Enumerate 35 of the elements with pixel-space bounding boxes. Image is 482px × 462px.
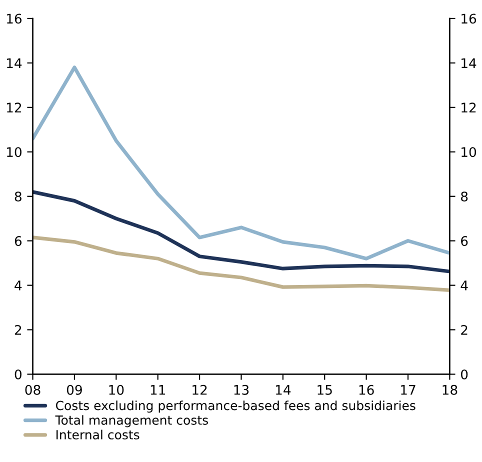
- line-series: [32, 66, 450, 260]
- x-tick-label: 15: [318, 385, 332, 395]
- legend-label: Total management costs: [55, 415, 208, 428]
- y2-tick-label: 0: [460, 369, 468, 380]
- y2-tick-label: 12: [462, 102, 476, 112]
- y2-tick-label: 10: [462, 147, 476, 158]
- x-tick-label: 13: [234, 384, 249, 395]
- y-tick-label: 16: [7, 14, 22, 24]
- x-tick-label: 16: [359, 384, 374, 395]
- legend-label: Costs excluding performance-based fees and subsidiaries: [56, 400, 416, 413]
- y2-tick-label: 2: [461, 324, 468, 335]
- x-tick-label: 10: [109, 384, 124, 395]
- y-tick-label: 4: [14, 280, 22, 290]
- y2-tick-label: 8: [461, 192, 468, 202]
- line-series: [32, 236, 450, 292]
- y2-tick-label: 14: [462, 58, 476, 68]
- y-tick-label: 10: [7, 147, 22, 158]
- y-tick-label: 14: [7, 58, 22, 68]
- x-tick-label: 18: [442, 384, 458, 395]
- y-tick-label: 2: [14, 324, 22, 335]
- x-tick-label: 09: [66, 384, 82, 395]
- x-tick-label: 11: [150, 385, 166, 395]
- legend-label: Internal costs: [56, 430, 140, 440]
- line-series: [32, 190, 450, 274]
- y-tick-label: 12: [7, 102, 22, 112]
- y-tick-label: 8: [14, 192, 22, 202]
- y2-tick-label: 6: [461, 236, 468, 246]
- x-tick-label: 08: [25, 384, 40, 395]
- y-tick-label: 0: [14, 369, 22, 380]
- y2-tick-label: 4: [460, 280, 468, 290]
- y-tick-label: 6: [14, 236, 22, 246]
- x-tick-label: 17: [401, 385, 416, 395]
- y2-tick-label: 16: [462, 14, 476, 24]
- x-tick-label: 14: [276, 385, 291, 395]
- x-tick-label: 12: [192, 384, 207, 395]
